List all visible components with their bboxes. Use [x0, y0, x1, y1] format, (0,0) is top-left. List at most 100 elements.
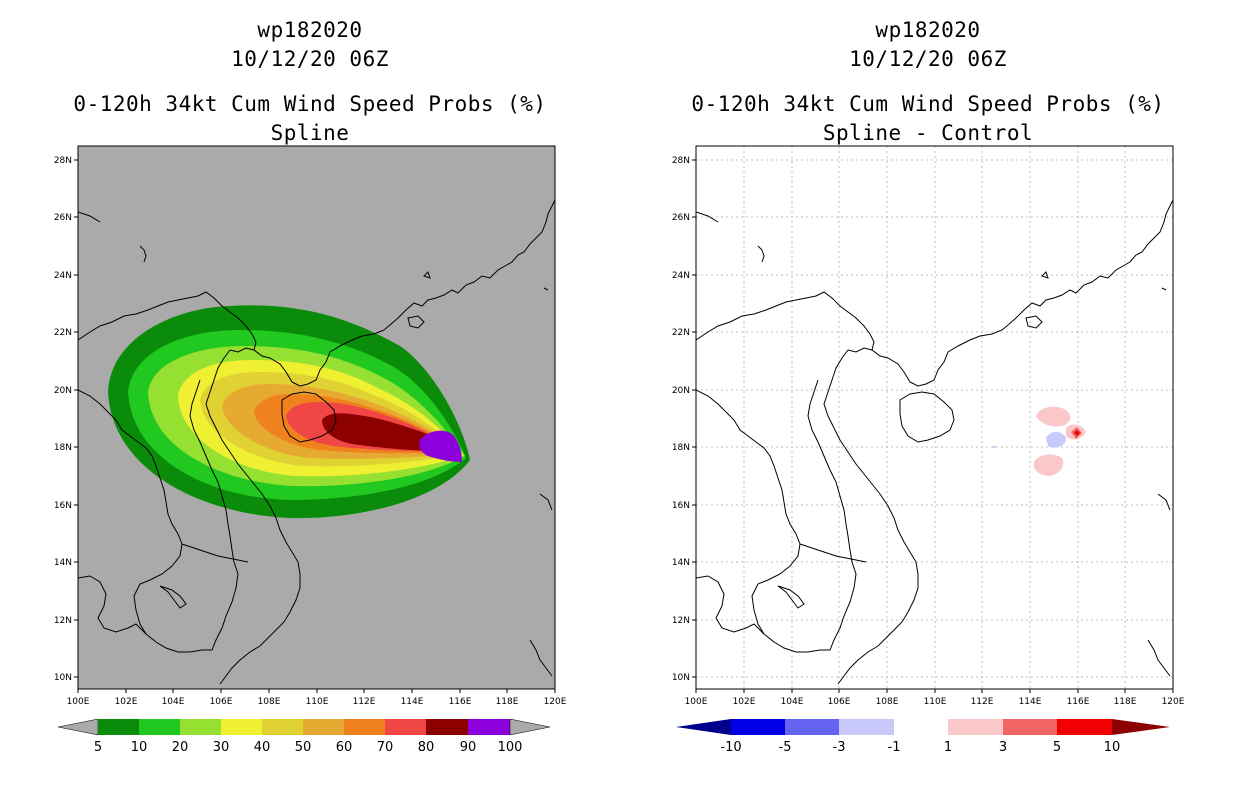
left-colorbar-swatch	[262, 719, 303, 735]
right-map-title: wp182020 10/12/20 06Z 0-120h 34kt Cum Wi…	[678, 16, 1178, 148]
lon-label: 104E	[781, 697, 804, 707]
left-colorbar-swatch	[468, 719, 510, 735]
left-colorbar-label: 40	[254, 740, 271, 755]
left-colorbar-label: 50	[295, 740, 312, 755]
lat-label: 14N	[54, 558, 72, 568]
lat-label: 22N	[54, 328, 72, 338]
right-colorbar-label: -10	[720, 740, 741, 755]
left-colorbar-label: 10	[131, 740, 148, 755]
left-storm-id: wp182020	[257, 18, 363, 42]
right-colorbar-swatch	[948, 719, 1003, 735]
right-gridlines	[696, 146, 1173, 689]
left-colorbar-swatch	[426, 719, 468, 735]
left-colorbar-swatch	[221, 719, 262, 735]
right-colorbar-label: 10	[1104, 740, 1121, 755]
right-lat-labels: 28N 26N 24N 22N 20N 18N 16N 14N 12N 10N	[672, 156, 690, 683]
right-colorbar-label: -5	[779, 740, 792, 755]
right-difference-field	[992, 406, 1086, 476]
lat-label: 26N	[672, 213, 690, 223]
lat-label: 28N	[54, 156, 72, 166]
lat-label: 22N	[672, 328, 690, 338]
right-colorbar-label: -1	[888, 740, 901, 755]
lon-label: 116E	[449, 697, 472, 707]
lon-label: 120E	[544, 697, 567, 707]
right-lon-labels: 100E 102E 104E 106E 108E 110E 112E 114E …	[685, 697, 1185, 707]
left-colorbar-high-arrow	[509, 718, 551, 736]
left-map	[77, 145, 556, 690]
left-subtitle: Spline	[270, 121, 350, 145]
lon-label: 102E	[733, 697, 756, 707]
lat-label: 24N	[672, 271, 690, 281]
left-colorbar-swatch	[98, 719, 139, 735]
lat-label: 24N	[54, 271, 72, 281]
lon-label: 100E	[67, 697, 90, 707]
left-map-title: wp182020 10/12/20 06Z 0-120h 34kt Cum Wi…	[60, 16, 560, 148]
left-colorbar-swatch	[344, 719, 385, 735]
lat-label: 26N	[54, 213, 72, 223]
lat-label: 12N	[672, 616, 690, 626]
lon-label: 112E	[353, 697, 376, 707]
lat-label: 16N	[672, 501, 690, 511]
right-colorbar-swatch	[1057, 719, 1112, 735]
lon-label: 110E	[924, 697, 947, 707]
left-colorbar-swatch	[303, 719, 344, 735]
left-colorbar-label: 30	[213, 740, 230, 755]
left-colorbar-low-arrow	[57, 718, 99, 736]
right-colorbar-swatch	[1003, 719, 1057, 735]
lon-label: 116E	[1067, 697, 1090, 707]
left-colorbar-swatch	[139, 719, 180, 735]
lat-label: 18N	[54, 443, 72, 453]
left-colorbar-label: 80	[418, 740, 435, 755]
lat-label: 12N	[54, 616, 72, 626]
right-colorbar-swatch	[785, 719, 839, 735]
lon-label: 112E	[971, 697, 994, 707]
left-colorbar-swatch	[385, 719, 426, 735]
left-colorbar-label: 70	[377, 740, 394, 755]
lon-label: 102E	[115, 697, 138, 707]
axis-ticks	[74, 159, 1174, 693]
lat-label: 10N	[672, 673, 690, 683]
lon-label: 106E	[828, 697, 851, 707]
right-map	[695, 145, 1174, 690]
lat-label: 18N	[672, 443, 690, 453]
lat-label: 10N	[54, 673, 72, 683]
lon-label: 118E	[496, 697, 519, 707]
left-product-title: 0-120h 34kt Cum Wind Speed Probs (%)	[73, 92, 547, 116]
right-colorbar-label: 5	[1053, 740, 1061, 755]
right-product-title: 0-120h 34kt Cum Wind Speed Probs (%)	[691, 92, 1165, 116]
left-colorbar-swatch	[180, 719, 221, 735]
right-colorbar-label: 3	[999, 740, 1007, 755]
left-colorbar-label: 20	[172, 740, 189, 755]
left-datetime: 10/12/20 06Z	[231, 47, 389, 71]
left-probability-field	[108, 305, 470, 519]
lon-label: 114E	[401, 697, 424, 707]
right-colorbar: -10 -5 -3 -1 1 3 5 10	[676, 719, 1170, 755]
right-colorbar-swatch	[839, 719, 894, 735]
left-lat-labels: 28N 26N 24N 22N 20N 18N 16N 14N 12N 10N	[54, 156, 72, 683]
right-subtitle: Spline - Control	[822, 121, 1034, 145]
lon-label: 120E	[1162, 697, 1185, 707]
lon-label: 104E	[162, 697, 185, 707]
left-lon-labels: 100E 102E 104E 106E 108E 110E 112E 114E …	[67, 697, 567, 707]
left-colorbar: 5 10 20 30 40 50 60 70 80 90 100	[57, 718, 551, 755]
lon-label: 118E	[1114, 697, 1137, 707]
right-colorbar-label: 1	[944, 740, 952, 755]
right-colorbar-swatch	[894, 719, 948, 735]
right-colorbar-swatch	[731, 719, 785, 735]
lon-label: 100E	[685, 697, 708, 707]
left-colorbar-label: 90	[460, 740, 477, 755]
right-colorbar-label: -3	[833, 740, 846, 755]
lon-label: 106E	[210, 697, 233, 707]
lon-label: 108E	[258, 697, 281, 707]
left-colorbar-label: 60	[336, 740, 353, 755]
left-colorbar-label: 5	[94, 740, 102, 755]
right-storm-id: wp182020	[875, 18, 981, 42]
right-colorbar-low-arrow	[676, 719, 731, 735]
lat-label: 28N	[672, 156, 690, 166]
lon-label: 108E	[876, 697, 899, 707]
lat-label: 20N	[54, 386, 72, 396]
lat-label: 20N	[672, 386, 690, 396]
left-colorbar-label: 100	[498, 740, 523, 755]
lat-label: 16N	[54, 501, 72, 511]
